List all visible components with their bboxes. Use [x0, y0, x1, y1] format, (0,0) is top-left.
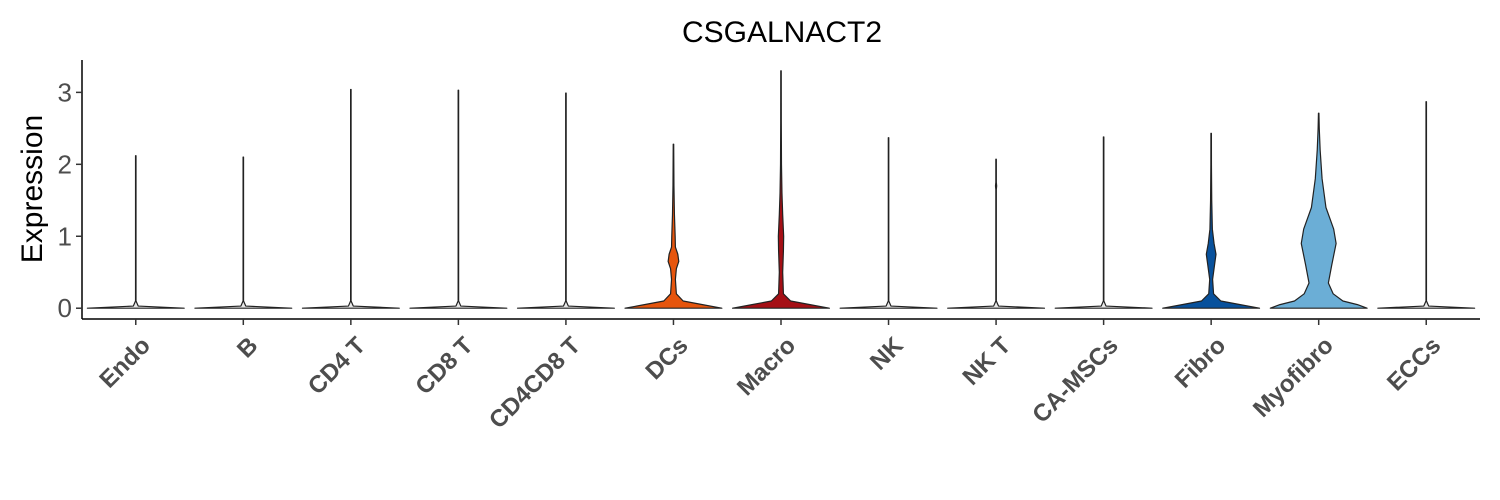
y-tick-label: 1	[58, 221, 72, 251]
violin-macro	[732, 70, 830, 309]
violin-endo	[86, 155, 185, 309]
violin-cd8-t	[409, 89, 508, 309]
violin-fibro	[1162, 132, 1261, 309]
violin-eccs	[1377, 101, 1476, 309]
violin-myofibro	[1269, 112, 1368, 309]
y-tick-label: 0	[58, 293, 72, 323]
x-tick-label: NK	[865, 332, 909, 376]
violin-dcs	[624, 143, 723, 309]
x-tick-label: Fibro	[1170, 332, 1232, 394]
x-tick-label: CA-MSCs	[1027, 332, 1123, 428]
violin-cd4-t	[301, 88, 400, 309]
y-tick-label: 3	[58, 77, 72, 107]
x-tick-label: Macro	[732, 332, 801, 401]
violin-b	[194, 156, 293, 309]
violin-nk	[839, 137, 938, 309]
x-tick-label: B	[232, 332, 263, 363]
y-axis-label: Expression	[16, 115, 49, 263]
x-tick-label: CD4 T	[303, 332, 371, 400]
chart-title: CSGALNACT2	[682, 16, 882, 49]
violin-cd4cd8-t	[516, 92, 615, 309]
violin-ca-mscs	[1054, 136, 1153, 309]
x-tick-label: CD4CD8 T	[484, 332, 586, 434]
x-tick-label: NK T	[958, 332, 1017, 391]
violin-nk-t	[947, 158, 1046, 309]
x-tick-label: Myofibro	[1248, 332, 1339, 423]
x-tick-label: DCs	[641, 332, 694, 385]
x-tick-label: ECCs	[1382, 332, 1446, 396]
y-tick-label: 2	[58, 149, 72, 179]
x-tick-label: Endo	[94, 332, 156, 394]
x-tick-label: CD8 T	[410, 332, 478, 400]
plot-area: 0 1 2 3 Endo B CD4 T CD8 T CD4CD8 T DCs Macro NK NK …	[58, 60, 1480, 434]
